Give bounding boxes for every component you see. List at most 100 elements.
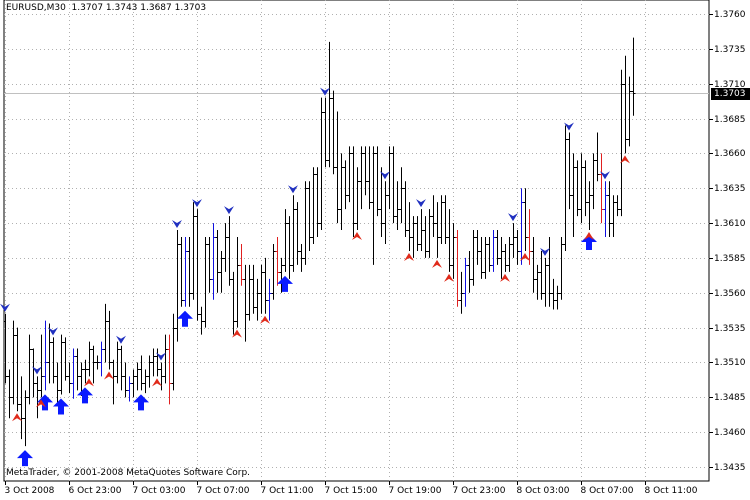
ohlc-bar bbox=[559, 237, 564, 300]
ohlc-bar bbox=[399, 167, 404, 224]
ohlc-bar bbox=[515, 230, 520, 265]
down-marker-icon bbox=[564, 122, 574, 131]
ohlc-bar bbox=[295, 202, 300, 265]
ohlc-bar bbox=[611, 195, 616, 238]
ohlc-bar bbox=[67, 362, 72, 394]
ohlc-bar bbox=[387, 146, 392, 210]
ohlc-bar bbox=[307, 181, 312, 251]
ohlc-bar bbox=[359, 146, 364, 210]
ohlc-bar bbox=[95, 355, 100, 370]
ohlc-bar bbox=[83, 359, 88, 384]
ohlc-bar bbox=[267, 278, 272, 321]
ohlc-bar bbox=[455, 230, 460, 307]
copyright-text: MetaTrader, © 2001-2008 MetaQuotes Softw… bbox=[6, 468, 251, 478]
ohlc-bar bbox=[271, 243, 276, 300]
ohlc-bar bbox=[563, 125, 568, 251]
ohlc-bar bbox=[151, 348, 156, 377]
ohlc-bar bbox=[223, 223, 228, 272]
ohlc-bar bbox=[191, 202, 196, 300]
up-marker-icon bbox=[260, 315, 270, 324]
ohlc-bar bbox=[291, 195, 296, 272]
ohlc-bar bbox=[523, 188, 528, 251]
ohlc-bar bbox=[119, 345, 124, 391]
ohlc-bar bbox=[435, 202, 440, 258]
ohlc-bar bbox=[135, 362, 140, 391]
down-marker-icon bbox=[508, 213, 518, 222]
up-marker-icon bbox=[104, 371, 114, 380]
ohlc-bar bbox=[551, 278, 556, 310]
up-marker-icon bbox=[152, 378, 162, 387]
y-tick-label: 1.3685 bbox=[714, 114, 746, 125]
y-tick-label: 1.3460 bbox=[714, 427, 746, 438]
ohlc-bar bbox=[15, 327, 20, 412]
ohlc-bar bbox=[431, 195, 436, 238]
ohlc-bar bbox=[239, 243, 244, 286]
y-tick-label: 1.3435 bbox=[714, 462, 746, 473]
ohlc-bar bbox=[287, 216, 292, 279]
up-marker-icon bbox=[12, 413, 22, 422]
ohlc-bar bbox=[383, 181, 388, 244]
ohlc-bar bbox=[167, 334, 172, 405]
up-marker-icon bbox=[584, 232, 594, 241]
ohlc-bar bbox=[567, 132, 572, 210]
ohlc-bar bbox=[571, 153, 576, 238]
ohlc-bar bbox=[467, 250, 472, 293]
ohlc-bar bbox=[211, 223, 216, 300]
ohlc-bar bbox=[103, 303, 108, 363]
ohlc-bar bbox=[207, 237, 212, 293]
y-tick-label: 1.3585 bbox=[714, 253, 746, 264]
ohlc-bar bbox=[603, 181, 608, 238]
ohlc-bar bbox=[591, 153, 596, 210]
ohlc-bar bbox=[283, 209, 288, 272]
x-tick-label: 7 Oct 15:00 bbox=[324, 486, 378, 496]
ohlc-bar bbox=[339, 153, 344, 231]
ohlc-bar bbox=[379, 167, 384, 238]
ohlc-bar bbox=[495, 230, 500, 265]
ohlc-bar bbox=[375, 146, 380, 217]
y-tick-label: 1.3735 bbox=[714, 44, 746, 55]
ohlc-bar bbox=[607, 181, 612, 238]
ohlc-bar bbox=[255, 278, 260, 321]
down-marker-icon bbox=[320, 87, 330, 96]
ohlc-bar bbox=[3, 313, 8, 384]
y-tick-label: 1.3760 bbox=[714, 9, 746, 20]
y-tick-label: 1.3610 bbox=[714, 218, 746, 229]
ohlc-bar bbox=[471, 230, 476, 286]
up-marker-icon bbox=[352, 232, 362, 241]
ohlc-bar bbox=[415, 216, 420, 251]
ohlc-bar bbox=[403, 181, 408, 238]
y-tick-label: 1.3635 bbox=[714, 183, 746, 194]
ohlc-bar bbox=[319, 97, 324, 231]
ohlc-bar bbox=[231, 271, 236, 335]
ohlc-bar bbox=[599, 153, 604, 224]
ohlc-bar bbox=[123, 362, 128, 398]
x-tick-label: 7 Oct 19:00 bbox=[388, 486, 442, 496]
ohlc-bar bbox=[75, 348, 80, 391]
ohlc-bar bbox=[447, 209, 452, 272]
x-tick-label: 7 Oct 03:00 bbox=[132, 486, 186, 496]
ohlc-bar bbox=[59, 334, 64, 395]
ohlc-bar bbox=[459, 271, 464, 314]
down-marker-icon bbox=[48, 327, 58, 336]
ohlc-bar bbox=[407, 202, 412, 251]
down-marker-icon bbox=[156, 352, 166, 361]
ohlc-bar bbox=[367, 146, 372, 210]
ohlc-bar bbox=[187, 237, 192, 307]
ohlc-bar bbox=[575, 160, 580, 217]
ohlc-bar bbox=[491, 230, 496, 272]
ohlc-bar bbox=[587, 181, 592, 231]
ohlc-bar bbox=[423, 216, 428, 258]
down-marker-icon bbox=[0, 303, 10, 312]
ohlc-bar bbox=[595, 132, 600, 182]
ohlc-bar bbox=[235, 237, 240, 328]
ohlc-bar bbox=[451, 223, 456, 279]
ohlc-bar bbox=[243, 264, 248, 342]
ohlc-bar bbox=[263, 257, 268, 314]
ohlc-bar bbox=[395, 181, 400, 231]
ohlc-bar bbox=[275, 237, 280, 286]
ohlc-bar bbox=[343, 160, 348, 210]
ohlc-bar bbox=[175, 230, 180, 342]
ohlc-bar bbox=[115, 341, 120, 384]
